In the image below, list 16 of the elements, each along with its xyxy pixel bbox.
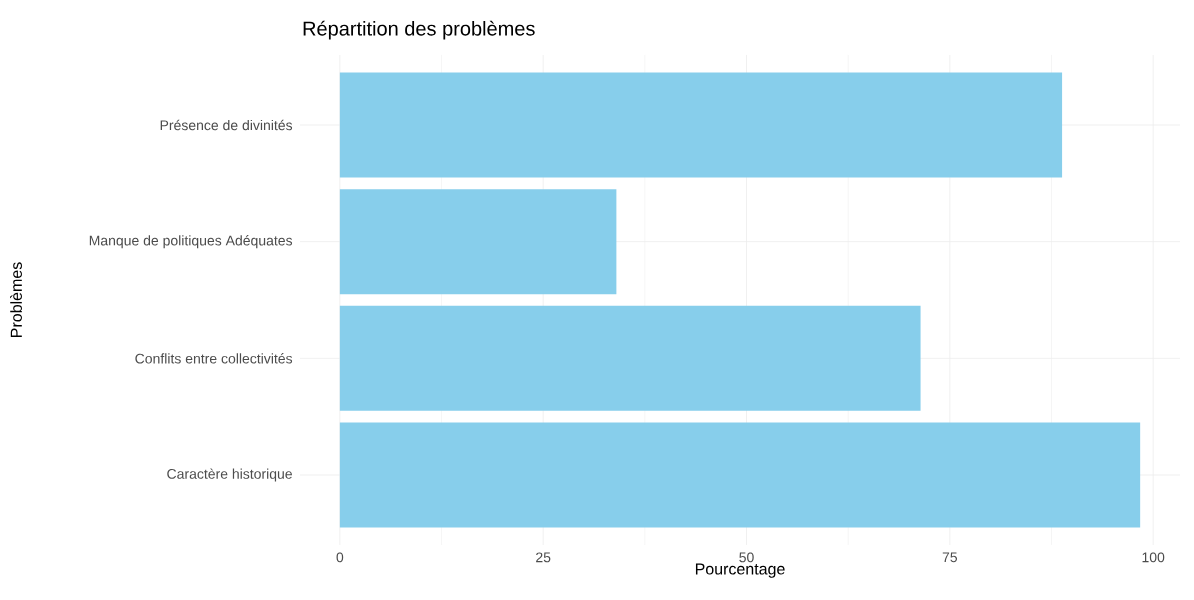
x-tick-label: 100: [1142, 552, 1165, 563]
x-tick-label: 75: [942, 552, 958, 563]
y-axis-title: Problèmes: [10, 262, 22, 337]
x-tick-label: 25: [536, 552, 551, 563]
x-tick-label: 50: [739, 552, 754, 563]
y-tick-label: Caractère historique: [167, 468, 292, 482]
bar: [339, 422, 1141, 528]
x-tick-label: 0: [336, 552, 344, 563]
bar: [339, 189, 617, 295]
y-tick-label: Présence de divinités: [160, 119, 293, 131]
y-tick-label: Conflits entre collectivités: [135, 353, 293, 364]
chart-title: Répartition des problèmes: [303, 20, 535, 40]
x-axis-title: Pourcentage: [695, 563, 785, 578]
bar: [339, 72, 1063, 178]
bar: [339, 305, 921, 411]
y-tick-label: Manque de politiques Adéquates: [89, 235, 293, 249]
